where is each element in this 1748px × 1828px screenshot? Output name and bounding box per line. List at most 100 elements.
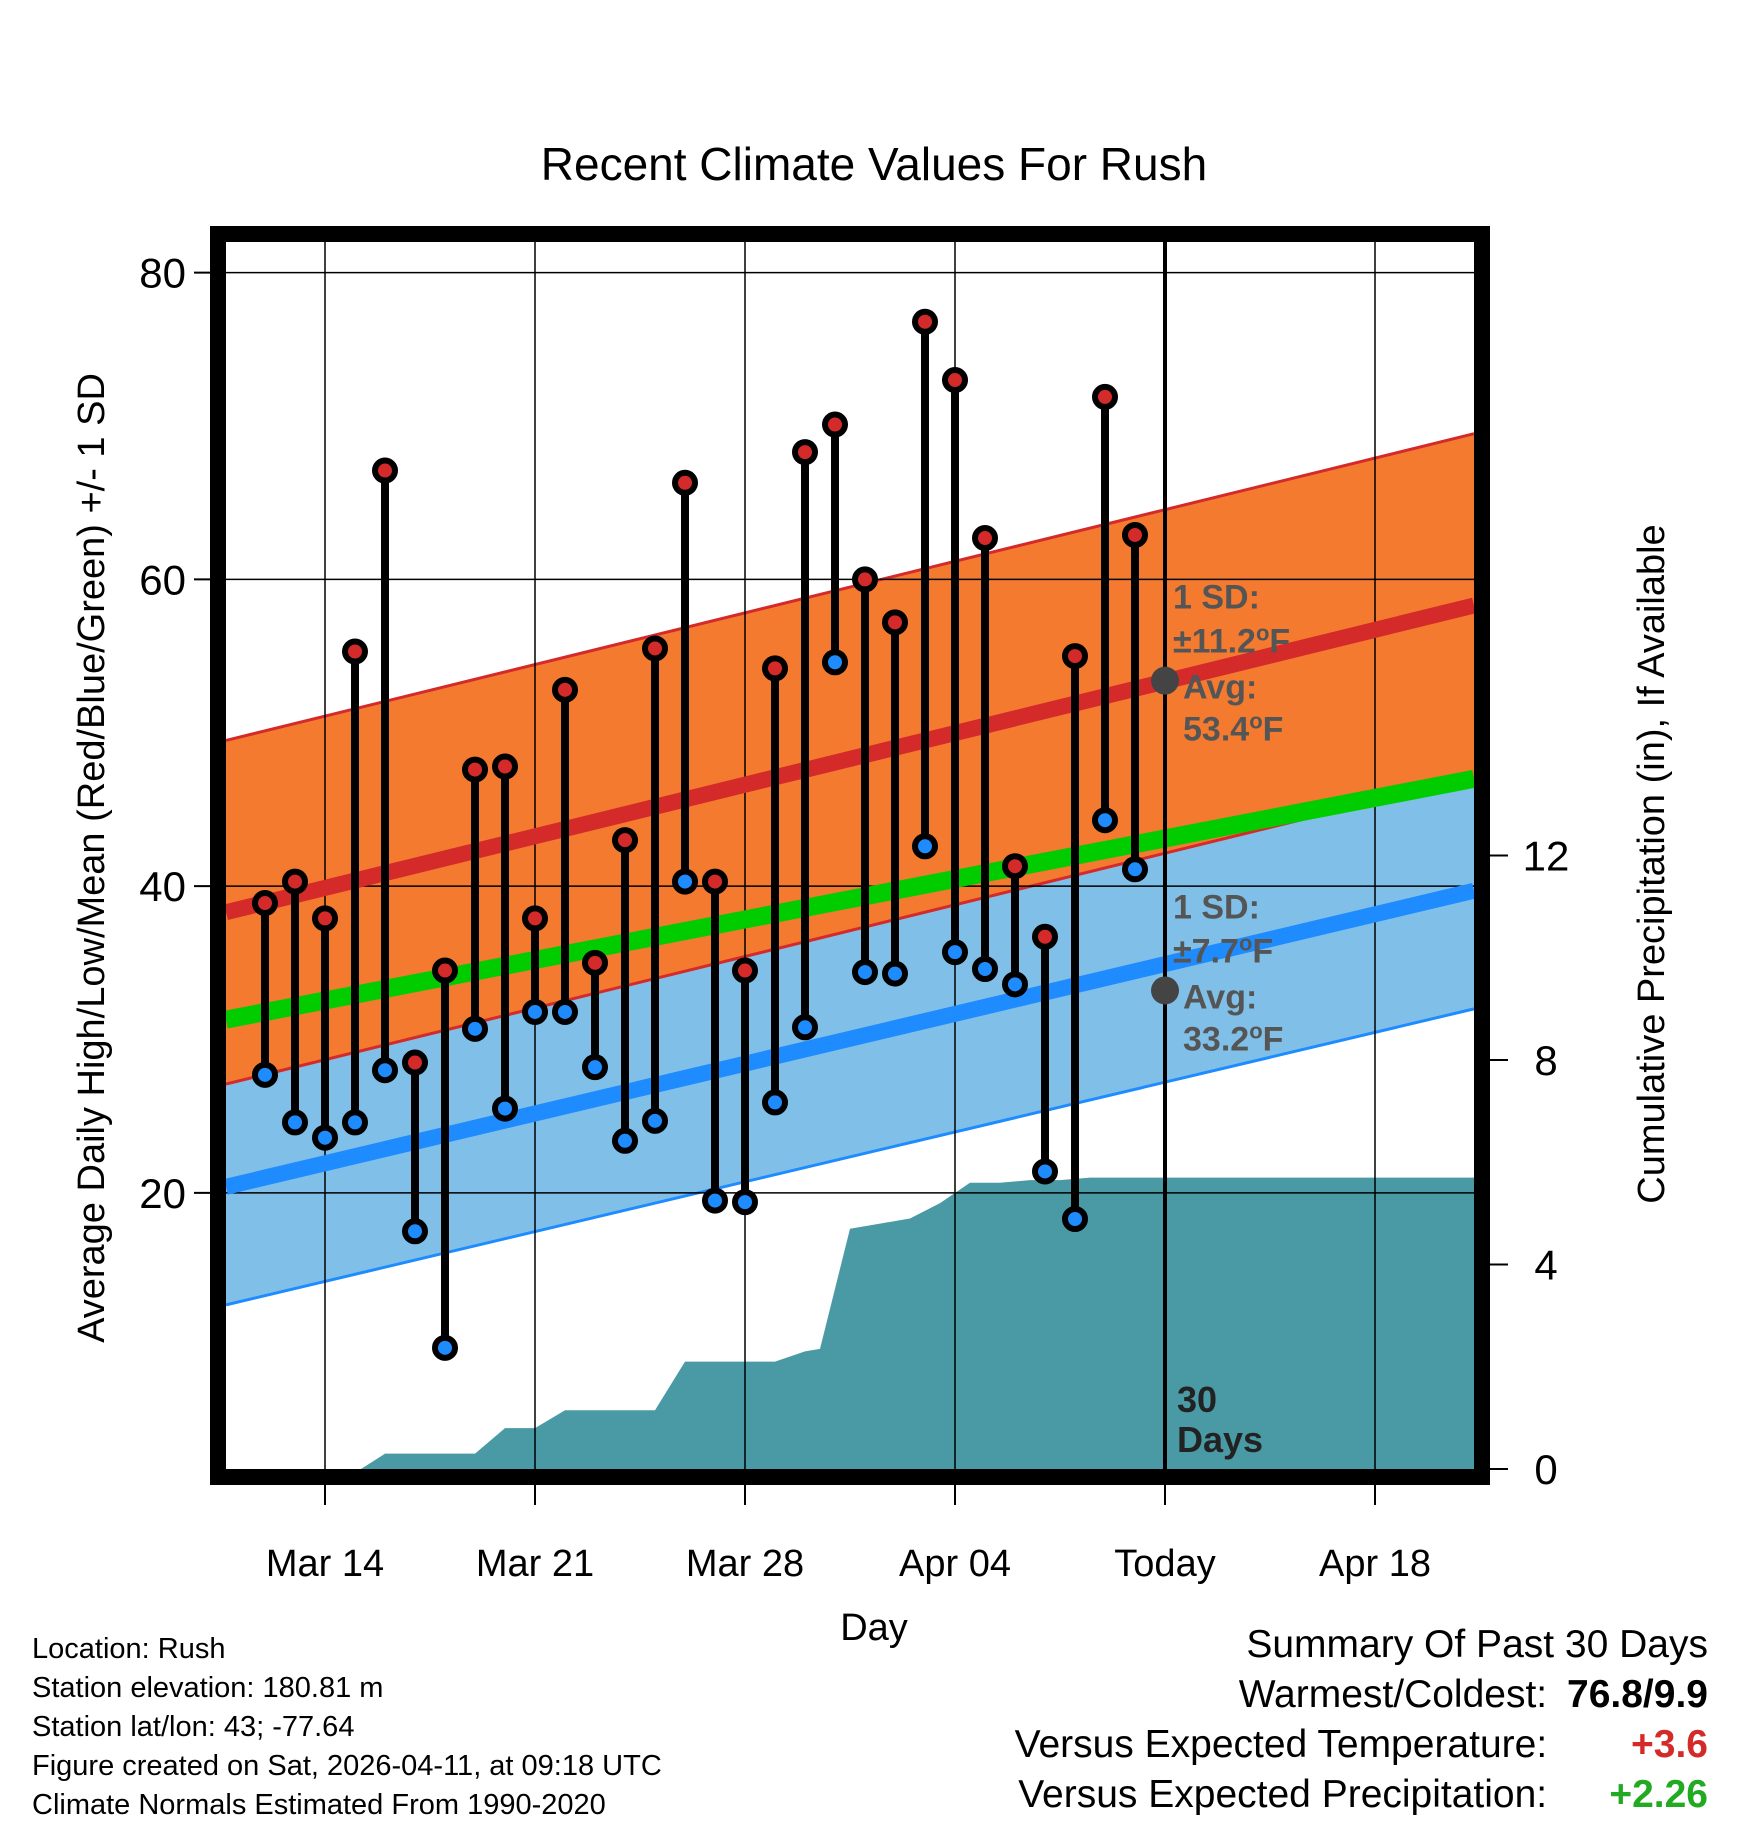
low-normal-avg-value: 33.2oF <box>1183 1018 1283 1058</box>
low-point <box>432 1334 458 1361</box>
warmest-coldest-value: 76.8/9.9 <box>1567 1673 1708 1716</box>
high-point <box>282 868 308 895</box>
precip-anomaly-value: +2.26 <box>1609 1773 1708 1816</box>
low-point <box>822 649 848 676</box>
low-point <box>402 1218 428 1245</box>
y2-tick-label: 4 <box>1534 1242 1557 1289</box>
low-point <box>312 1124 338 1151</box>
low-point <box>552 998 578 1025</box>
today-days-label: Days <box>1177 1419 1263 1460</box>
normal-low-line <box>224 882 1476 1195</box>
temp-anomaly-label: Versus Expected Temperature: <box>1014 1723 1548 1766</box>
high-point <box>492 753 518 780</box>
high-point <box>372 457 398 484</box>
x-tick-label: Mar 28 <box>686 1543 804 1585</box>
x-tick-label: Apr 18 <box>1319 1543 1431 1585</box>
low-point <box>882 960 908 987</box>
x-tick-label: Mar 14 <box>266 1543 384 1585</box>
high-point <box>792 439 818 466</box>
latlon-text: Station lat/lon: 43; -77.64 <box>32 1711 355 1743</box>
high-point <box>972 525 998 552</box>
low-normal-sd-title: 1 SD: <box>1173 888 1260 926</box>
temp-anomaly-value: +3.6 <box>1631 1723 1708 1766</box>
low-point <box>672 868 698 895</box>
normals-text: Climate Normals Estimated From 1990-2020 <box>32 1789 606 1821</box>
low-normal-avg-title: Avg: <box>1183 978 1257 1016</box>
y2-tick-label: 8 <box>1534 1037 1557 1084</box>
low-point <box>972 955 998 982</box>
high-point <box>1032 923 1058 950</box>
low-point <box>942 939 968 966</box>
low-point <box>612 1127 638 1154</box>
high-point <box>582 949 608 976</box>
high-point <box>432 957 458 984</box>
low-point <box>642 1107 668 1134</box>
axes: 20 40 60 80 0 4 8 12 Mar 14 Mar 21 Mar 28 Apr 04 Tod… <box>139 250 1569 1585</box>
high-normal-avg-title: Avg: <box>1183 669 1257 707</box>
low-point <box>762 1089 788 1116</box>
low-point <box>1002 971 1028 998</box>
low-point <box>852 959 878 986</box>
high-point <box>852 566 878 593</box>
low-point <box>372 1057 398 1084</box>
summary-title: Summary Of Past 30 Days <box>1246 1623 1708 1666</box>
y-tick-label: 20 <box>139 1170 186 1217</box>
high-point <box>252 890 278 917</box>
high-point <box>822 411 848 438</box>
today-days-label: 30 <box>1177 1379 1217 1420</box>
high-point <box>1062 643 1088 670</box>
high-point <box>612 827 638 854</box>
low-point <box>582 1054 608 1081</box>
warmest-coldest-label: Warmest/Coldest: <box>1238 1673 1548 1716</box>
low-point <box>522 998 548 1025</box>
daily-range-stems <box>261 321 1139 1348</box>
chart-title: Recent Climate Values For Rush <box>541 138 1207 190</box>
daily-points <box>252 308 1148 1361</box>
y-tick-label: 40 <box>139 863 186 910</box>
high-point <box>552 676 578 703</box>
high-point <box>522 905 548 932</box>
x-tick-label: Today <box>1114 1543 1215 1585</box>
high-point <box>342 638 368 665</box>
high-sd-band-upper-edge <box>225 432 1475 742</box>
high-point <box>312 905 338 932</box>
high-point <box>942 367 968 394</box>
y2-tick-label: 12 <box>1523 833 1570 880</box>
high-sd-band-lower-edge <box>225 775 1475 1086</box>
low-point <box>1032 1158 1058 1185</box>
low-normal-avg-dot <box>1151 976 1179 1005</box>
station-info: Location: Rush Station elevation: 180.81… <box>32 1630 662 1825</box>
temp-anomaly-row: Versus Expected Temperature: +3.6 <box>1015 1720 1708 1770</box>
low-point <box>462 1015 488 1042</box>
low-point <box>252 1061 278 1088</box>
high-normal-avg-value: 53.4oF <box>1183 709 1283 749</box>
high-point <box>702 868 728 895</box>
y2-tick-label: 0 <box>1534 1446 1557 1493</box>
x-tick-label: Apr 04 <box>899 1543 1011 1585</box>
precip-anomaly-label: Versus Expected Precipitation: <box>1018 1773 1548 1816</box>
high-point <box>1122 521 1148 548</box>
low-point <box>732 1189 758 1216</box>
low-point <box>912 833 938 860</box>
high-point <box>462 756 488 783</box>
low-normal-sd-value: ±7.7oF <box>1173 930 1273 970</box>
high-point <box>642 635 668 662</box>
high-point <box>1092 383 1118 410</box>
low-point <box>1092 807 1118 834</box>
high-point <box>672 469 698 496</box>
normal-high-line <box>224 597 1476 921</box>
low-point <box>702 1187 728 1214</box>
precip-anomaly-row: Versus Expected Precipitation: +2.26 <box>1015 1770 1708 1820</box>
low-point <box>492 1095 518 1122</box>
high-normal-sd-value: ±11.2oF <box>1173 621 1290 661</box>
created-text: Figure created on Sat, 2026-04-11, at 09… <box>32 1750 662 1782</box>
x-axis-label: Day <box>840 1607 908 1649</box>
high-point <box>402 1049 428 1076</box>
y-axis-label: Average Daily High/Low/Mean (Red/Blue/Gr… <box>71 373 113 1343</box>
y2-axis-label: Cumulative Precipitation (in), If Availa… <box>1631 524 1673 1203</box>
warmest-coldest-row: Warmest/Coldest: 76.8/9.9 <box>1015 1670 1708 1720</box>
normal-lines <box>224 597 1476 1195</box>
low-sd-band-lower-edge <box>225 1007 1475 1307</box>
low-point <box>282 1109 308 1136</box>
